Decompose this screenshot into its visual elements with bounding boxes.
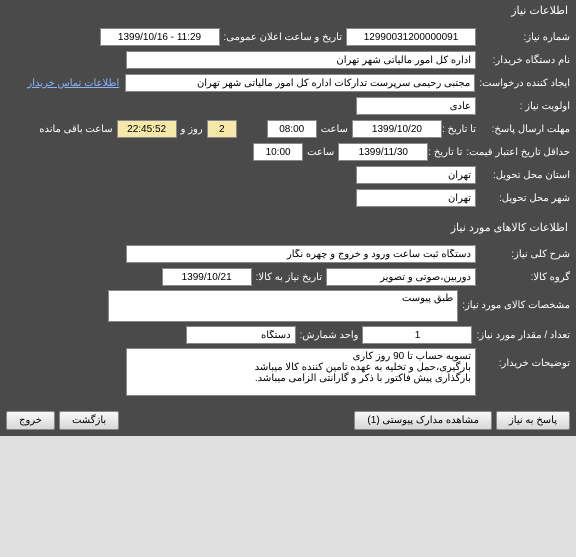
qty-label: تعداد / مقدار مورد نیاز: <box>476 330 570 341</box>
group-field <box>326 268 476 286</box>
section2-body: شرح کلی نیاز: گروه کالا: تاریخ نیاز به ک… <box>0 238 576 405</box>
deadline-label: مهلت ارسال پاسخ: <box>480 124 570 135</box>
validity-date-field <box>338 143 428 161</box>
deadline-time-field <box>267 120 317 138</box>
section2-header: اطلاعات کالاهای مورد نیاز <box>0 217 576 238</box>
group-label: گروه کالا: <box>480 272 570 283</box>
respond-button[interactable]: پاسخ به نیاز <box>496 411 570 430</box>
unit-label: واحد شمارش: <box>300 330 359 341</box>
button-bar: پاسخ به نیاز مشاهده مدارک پیوستی (1) باز… <box>0 405 576 436</box>
priority-field <box>356 97 476 115</box>
validity-time-field <box>253 143 303 161</box>
creator-label: ایجاد کننده درخواست: <box>479 78 570 89</box>
buyer-notes-field: تسویه حساب تا 90 روز کاری بارگیری،حمل و … <box>126 348 476 396</box>
deadline-remain-label: ساعت باقی مانده <box>39 124 112 135</box>
deadline-countdown-field <box>117 120 177 138</box>
deadline-days-field <box>207 120 237 138</box>
buyer-org-field <box>126 51 476 69</box>
back-button[interactable]: بازگشت <box>59 411 119 430</box>
deadline-date-field <box>352 120 442 138</box>
exit-button[interactable]: خروج <box>6 411 55 430</box>
buyer-org-label: نام دستگاه خریدار: <box>480 55 570 66</box>
announce-date-field <box>100 28 220 46</box>
specs-field: طبق پیوست <box>108 290 458 322</box>
deadline-days-label: روز و <box>181 124 203 135</box>
validity-time-label: ساعت <box>307 147 334 158</box>
request-no-field <box>346 28 476 46</box>
deadline-todate-label: تا تاریخ : <box>442 124 476 135</box>
contact-link[interactable]: اطلاعات تماس خریدار <box>27 78 119 89</box>
buyer-notes-label: توضیحات خریدار: <box>480 348 570 369</box>
delivery-province-field <box>356 166 476 184</box>
priority-label: اولویت نیاز : <box>480 101 570 112</box>
section1-body: شماره نیاز: تاریخ و ساعت اعلان عمومی: نا… <box>0 21 576 217</box>
announce-date-label: تاریخ و ساعت اعلان عمومی: <box>224 32 343 43</box>
qty-field <box>362 326 472 344</box>
attachments-button[interactable]: مشاهده مدارک پیوستی (1) <box>354 411 492 430</box>
delivery-province-label: استان محل تحویل: <box>480 170 570 181</box>
general-desc-field <box>126 245 476 263</box>
need-date-label: تاریخ نیاز به کالا: <box>256 272 322 283</box>
delivery-city-field <box>356 189 476 207</box>
request-no-label: شماره نیاز: <box>480 32 570 43</box>
need-date-field <box>162 268 252 286</box>
creator-field <box>125 74 475 92</box>
specs-label: مشخصات کالای مورد نیاز: <box>462 290 570 311</box>
validity-todate-label: تا تاریخ : <box>428 147 462 158</box>
delivery-city-label: شهر محل تحویل: <box>480 193 570 204</box>
deadline-time-label: ساعت <box>321 124 348 135</box>
section1-header: اطلاعات نیاز <box>0 0 576 21</box>
validity-label: حداقل تاریخ اعتبار قیمت: <box>466 147 570 158</box>
unit-field <box>186 326 296 344</box>
general-desc-label: شرح کلی نیاز: <box>480 249 570 260</box>
